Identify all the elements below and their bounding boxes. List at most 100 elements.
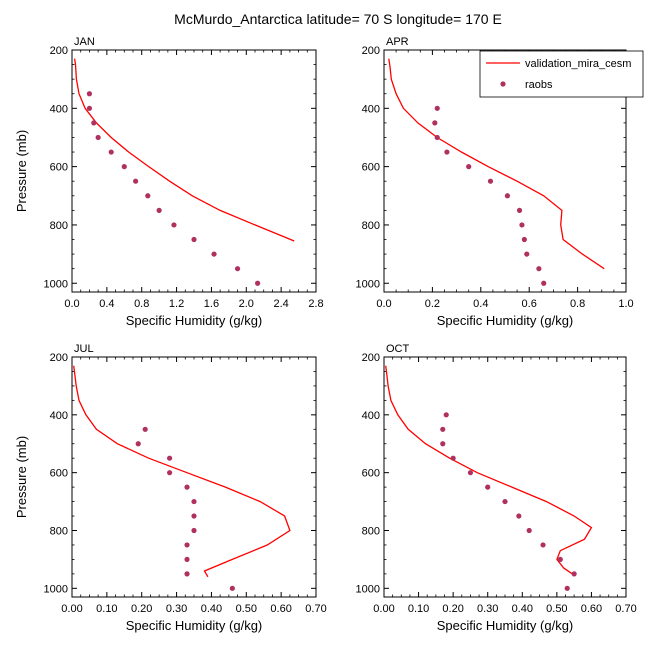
legend-label-model: validation_mira_cesm <box>525 58 631 70</box>
x-tick-label: 0.70 <box>615 603 636 615</box>
y-tick-label: 200 <box>362 45 380 57</box>
raobs-point <box>184 556 190 563</box>
raobs-point <box>191 236 197 243</box>
y-tick-label: 800 <box>362 525 380 537</box>
x-tick-label: 0.40 <box>201 603 222 615</box>
x-tick-label: 0.60 <box>581 603 602 615</box>
x-tick-label: 0.40 <box>512 603 533 615</box>
y-axis-title: Pressure (mb) <box>14 436 29 518</box>
x-tick-label: 0.70 <box>305 603 326 615</box>
raobs-point <box>526 527 532 534</box>
raobs-point <box>167 455 173 461</box>
x-axis-title: Specific Humidity (g/kg) <box>126 618 263 633</box>
raobs-point <box>167 470 173 476</box>
x-tick-label: 0.30 <box>477 603 498 615</box>
y-tick-label: 600 <box>50 468 68 480</box>
x-axis-title: Specific Humidity (g/kg) <box>126 313 263 328</box>
raobs-point <box>255 280 261 286</box>
y-tick-label: 800 <box>50 220 68 232</box>
raobs-point <box>184 484 190 490</box>
x-tick-label: 0.00 <box>373 603 394 615</box>
y-tick-label: 200 <box>50 352 68 364</box>
raobs-point <box>108 149 114 155</box>
legend-box <box>479 50 644 98</box>
y-tick-label: 400 <box>362 103 380 115</box>
raobs-point <box>516 207 523 213</box>
model-profile-line <box>73 58 295 242</box>
raobs-point <box>434 134 440 141</box>
x-tick-label: 0.10 <box>408 603 429 615</box>
x-tick-label: 1.6 <box>204 298 219 310</box>
x-tick-label: 0.00 <box>61 603 82 615</box>
raobs-point <box>156 207 162 213</box>
panel-label: JUL <box>74 343 94 355</box>
raobs-point <box>564 585 570 591</box>
raobs-point <box>432 120 438 126</box>
x-tick-label: 1.2 <box>169 298 184 310</box>
raobs-point <box>434 105 440 111</box>
plot-frame <box>71 49 317 293</box>
raobs-point <box>504 193 511 199</box>
y-tick-label: 400 <box>50 103 68 115</box>
x-tick-label: 0.10 <box>96 603 117 615</box>
raobs-point <box>211 251 217 257</box>
panel-apr: APR 0.0 0.2 0.4 0.6 0.8 1.0 200 400 600 800 1000 Spe… <box>356 36 634 328</box>
x-tick-label: 0.8 <box>570 298 585 310</box>
y-tick-label: 400 <box>362 410 380 422</box>
raobs-point <box>466 164 472 170</box>
y-tick-label: 800 <box>362 220 380 232</box>
y-tick-label: 200 <box>50 45 68 57</box>
raobs-point <box>229 585 235 591</box>
raobs-point <box>519 222 525 228</box>
raobs-point <box>443 412 449 418</box>
y-tick-label: 600 <box>50 162 68 174</box>
x-tick-label: 0.0 <box>376 298 391 310</box>
raobs-point <box>91 120 97 126</box>
raobs-point <box>191 527 197 534</box>
model-profile-line <box>385 365 593 575</box>
raobs-point <box>540 542 546 548</box>
y-tick-label: 1000 <box>44 583 68 595</box>
x-tick-label: 2.0 <box>239 298 254 310</box>
raobs-point <box>536 266 542 272</box>
x-axis-title: Specific Humidity (g/kg) <box>437 618 574 633</box>
x-tick-label: 0.20 <box>131 603 152 615</box>
raobs-point <box>191 513 197 519</box>
x-tick-label: 0.8 <box>134 298 149 310</box>
raobs-point <box>502 498 508 505</box>
raobs-point <box>86 91 93 97</box>
raobs-point <box>191 498 197 505</box>
panel-label: JAN <box>74 36 95 48</box>
raobs-point <box>184 571 190 577</box>
y-tick-label: 200 <box>362 352 380 364</box>
raobs-point <box>95 134 101 141</box>
plot-frame <box>383 356 627 598</box>
x-tick-label: 0.60 <box>270 603 291 615</box>
y-axis-title: Pressure (mb) <box>14 130 29 212</box>
model-profile-line <box>73 365 291 578</box>
raobs-point <box>234 266 241 272</box>
raobs-point <box>524 251 530 257</box>
x-tick-label: 0.6 <box>522 298 537 310</box>
y-tick-label: 1000 <box>44 278 68 290</box>
raobs-point <box>467 470 474 476</box>
panel-label: APR <box>386 36 409 48</box>
y-tick-label: 800 <box>50 525 68 537</box>
raobs-point <box>145 193 151 199</box>
x-tick-label: 0.20 <box>442 603 463 615</box>
raobs-point <box>121 164 127 170</box>
y-tick-label: 400 <box>50 410 68 422</box>
raobs-point <box>440 441 446 447</box>
figure-title: McMurdo_Antarctica latitude= 70 S longit… <box>174 11 502 27</box>
raobs-point <box>541 280 547 286</box>
legend-marker-swatch <box>500 81 506 87</box>
raobs-point <box>440 426 446 432</box>
panel-label: OCT <box>386 343 410 355</box>
raobs-point <box>450 455 456 461</box>
model-profile-line <box>388 58 605 270</box>
x-tick-label: 2.4 <box>273 298 288 310</box>
panel-jan: JAN 0.0 0.4 0.8 1.2 1.6 2.0 2.4 2.8 200 400 600 800 1… <box>14 36 324 328</box>
plot-frame <box>71 356 317 598</box>
x-axis-title: Specific Humidity (g/kg) <box>437 313 574 328</box>
